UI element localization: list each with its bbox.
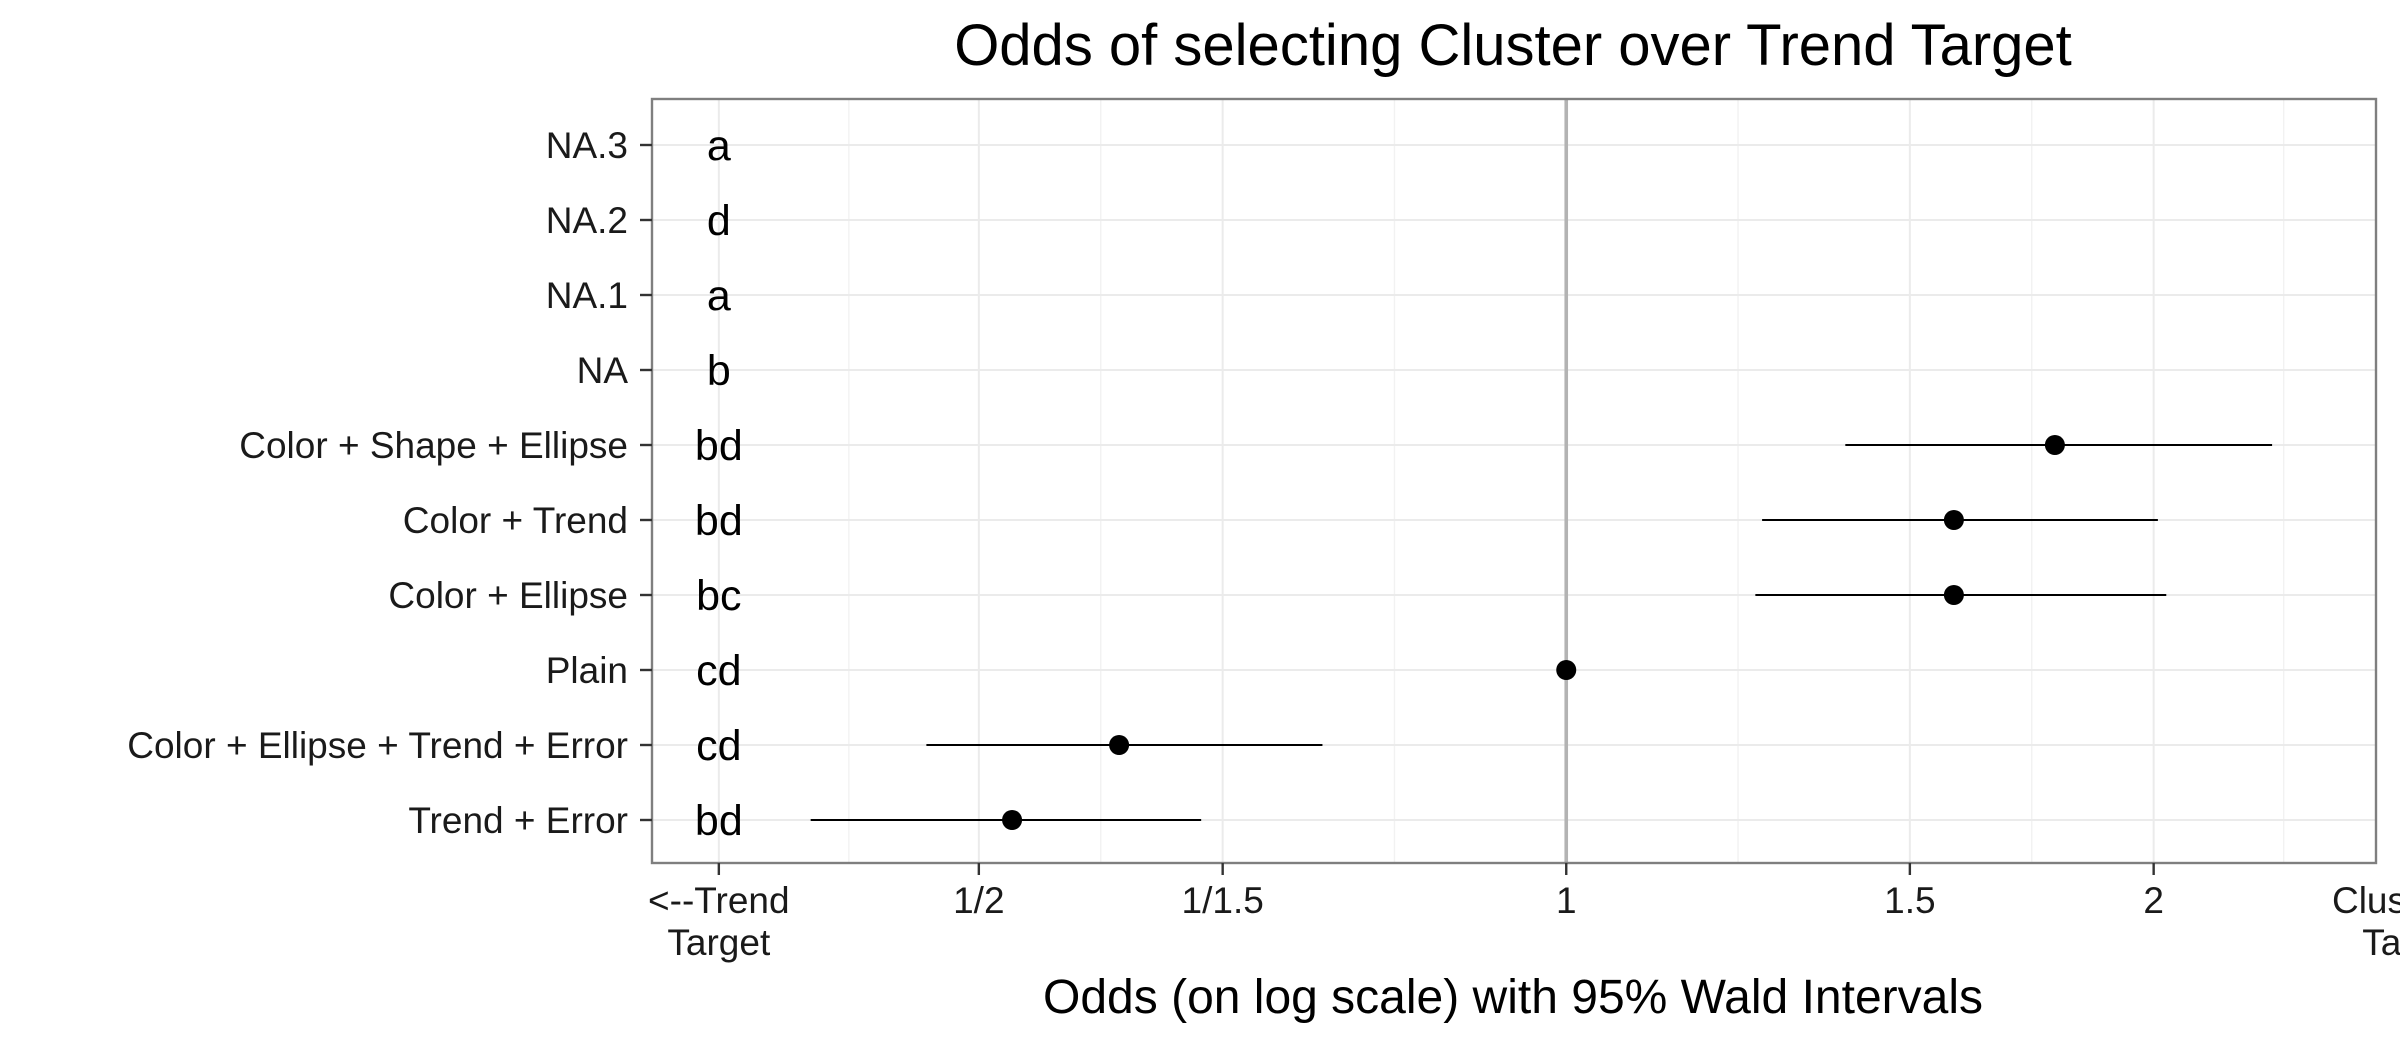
group-letter: a — [707, 272, 731, 320]
point-estimate — [1002, 810, 1023, 830]
y-tick-label: Color + Ellipse — [388, 575, 628, 616]
group-letter: bd — [695, 497, 743, 545]
group-letter: bd — [695, 422, 743, 470]
y-tick-label: Plain — [546, 650, 628, 691]
x-tick-label: 2 — [2143, 880, 2164, 921]
group-letter: cd — [696, 647, 741, 695]
x-tick-label: Cluster--> — [2332, 880, 2400, 921]
axes: NA.3 NA.2 NA.1 NA Color + Shape + Ellipse Col… — [127, 125, 2400, 963]
point-estimate — [2044, 435, 2065, 455]
group-letter: cd — [696, 722, 741, 770]
y-tick-label: Color + Trend — [403, 500, 628, 541]
group-letter: b — [707, 347, 731, 395]
x-tick-label: <--Trend — [648, 880, 790, 921]
group-letter: bc — [696, 572, 741, 620]
x-tick-label: Target — [667, 922, 771, 963]
x-axis-title: Odds (on log scale) with 95% Wald Interv… — [1043, 971, 1983, 1024]
group-letter: bd — [695, 797, 743, 845]
y-tick-label: NA.1 — [546, 275, 628, 316]
x-tick-label: 1.5 — [1884, 880, 1935, 921]
y-tick-label: NA — [577, 350, 629, 391]
y-tick-label: Color + Ellipse + Trend + Error — [127, 725, 628, 766]
y-tick-label: NA.3 — [546, 125, 628, 166]
point-estimate — [1943, 510, 1964, 530]
y-tick-label: NA.2 — [546, 200, 628, 241]
x-tick-label: 1/1.5 — [1182, 880, 1264, 921]
x-tick-label: 1 — [1556, 880, 1577, 921]
x-tick-label: 1/2 — [953, 880, 1004, 921]
y-tick-label: Color + Shape + Ellipse — [239, 425, 628, 466]
panel-border — [650, 97, 2378, 865]
x-tick-label: Target — [2362, 922, 2400, 963]
point-estimate — [1109, 735, 1130, 755]
point-estimate — [1556, 660, 1577, 680]
point-estimate — [1943, 585, 1964, 605]
group-letter: d — [707, 197, 731, 245]
y-tick-label: Trend + Error — [408, 800, 628, 841]
group-letter: a — [707, 122, 731, 170]
chart-title: Odds of selecting Cluster over Trend Tar… — [954, 13, 2072, 78]
